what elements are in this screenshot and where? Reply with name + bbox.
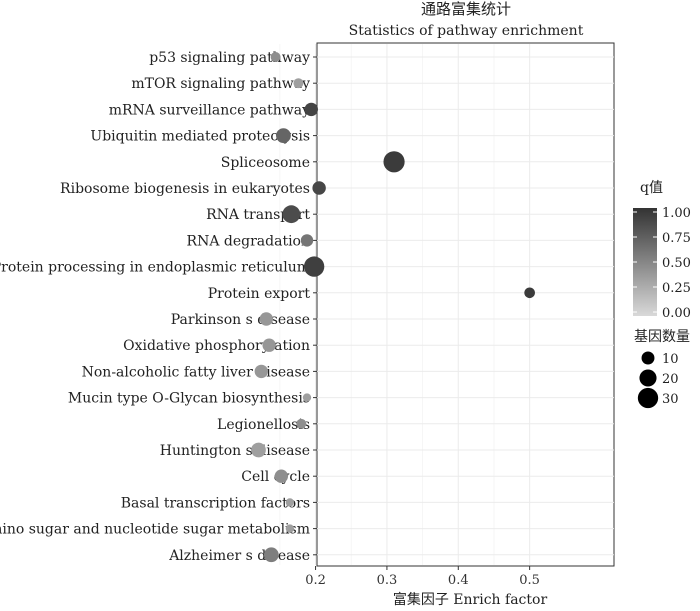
data-point (302, 393, 312, 402)
y-axis-label: Protein processing in endoplasmic reticu… (0, 260, 310, 276)
data-point (383, 151, 405, 173)
x-axis-ticks: 0.2 0.3 0.4 0.5 (305, 566, 540, 588)
size-legend-circle (637, 387, 659, 409)
data-point (293, 78, 304, 89)
x-axis-label: 富集因子 Enrich factor (393, 591, 548, 608)
data-point (263, 547, 279, 563)
y-axis-label: RNA degradation (187, 233, 310, 249)
grid-lines (279, 44, 614, 565)
chart-subtitle: Statistics of pathway enrichment (349, 23, 584, 39)
data-point (259, 312, 274, 326)
color-legend-tick-label: 0.75 (662, 231, 691, 246)
color-legend-tick-label: 0.00 (662, 306, 691, 321)
size-legend-label: 20 (662, 372, 679, 387)
color-legend-ticks: 1.00 0.75 0.50 0.25 0.00 (633, 206, 691, 321)
y-axis-label: Ribosome biogenesis in eukaryotes (60, 181, 310, 197)
data-point (524, 287, 535, 299)
data-point (285, 498, 295, 507)
y-axis-label: Non-alcoholic fatty liver disease (82, 364, 310, 380)
y-axis-label: Alzheimer s disease (168, 548, 310, 564)
size-legend-items: 10 20 30 (637, 351, 679, 409)
data-point (303, 256, 325, 277)
data-point (276, 128, 291, 143)
data-point (251, 442, 266, 458)
data-point (300, 234, 314, 247)
size-legend-label: 30 (662, 392, 679, 407)
y-axis-label: Protein export (208, 286, 311, 302)
y-axis-label: mRNA surveillance pathway (109, 102, 310, 118)
size-legend-circle (641, 351, 655, 365)
color-legend-tick-label: 0.25 (662, 281, 691, 296)
x-tick-label: 0.5 (519, 573, 540, 588)
plot-panel (316, 42, 615, 567)
y-axis-label: Spliceosome (221, 155, 310, 171)
data-point (304, 102, 318, 117)
size-legend-label: 10 (662, 352, 679, 367)
size-legend: 基因数量 10 20 30 (634, 328, 690, 409)
y-axis-label: Huntington s disease (160, 443, 310, 459)
x-tick-label: 0.3 (377, 573, 398, 588)
chart-title: 通路富集统计 (421, 0, 511, 18)
x-tick-label: 0.4 (448, 573, 469, 588)
y-axis-label: p53 signaling pathway (149, 50, 310, 66)
color-legend: q值 1.00 0.75 0.50 0.25 0.00 (633, 180, 691, 321)
y-axis-label: Parkinson s disease (171, 312, 310, 328)
data-point (262, 338, 276, 352)
data-point (282, 205, 301, 224)
data-point (254, 364, 269, 379)
color-legend-title: q值 (640, 180, 663, 196)
size-legend-title: 基因数量 (634, 328, 690, 345)
y-axis-labels: p53 signaling pathway mTOR signaling path… (0, 50, 317, 564)
color-legend-tick-label: 1.00 (662, 206, 691, 221)
y-axis-label: mTOR signaling pathway (131, 76, 310, 92)
data-point (312, 181, 326, 195)
data-point (285, 524, 295, 533)
y-axis-label: Legionellosis (217, 417, 310, 433)
data-point (296, 418, 307, 429)
y-axis-label: Oxidative phosphorylation (123, 338, 310, 354)
y-axis-label: Ubiquitin mediated proteolysis (90, 129, 310, 145)
data-point (270, 52, 281, 62)
x-tick-label: 0.2 (305, 573, 326, 588)
data-points (251, 52, 535, 563)
y-axis-label: Mucin type O-Glycan biosynthesis (68, 391, 310, 407)
size-legend-circle (639, 369, 657, 387)
y-axis-label: Amino sugar and nucleotide sugar metabol… (0, 522, 310, 538)
color-legend-tick-label: 0.50 (662, 256, 691, 271)
data-point (274, 469, 289, 483)
y-axis-label: Basal transcription factors (121, 495, 310, 511)
